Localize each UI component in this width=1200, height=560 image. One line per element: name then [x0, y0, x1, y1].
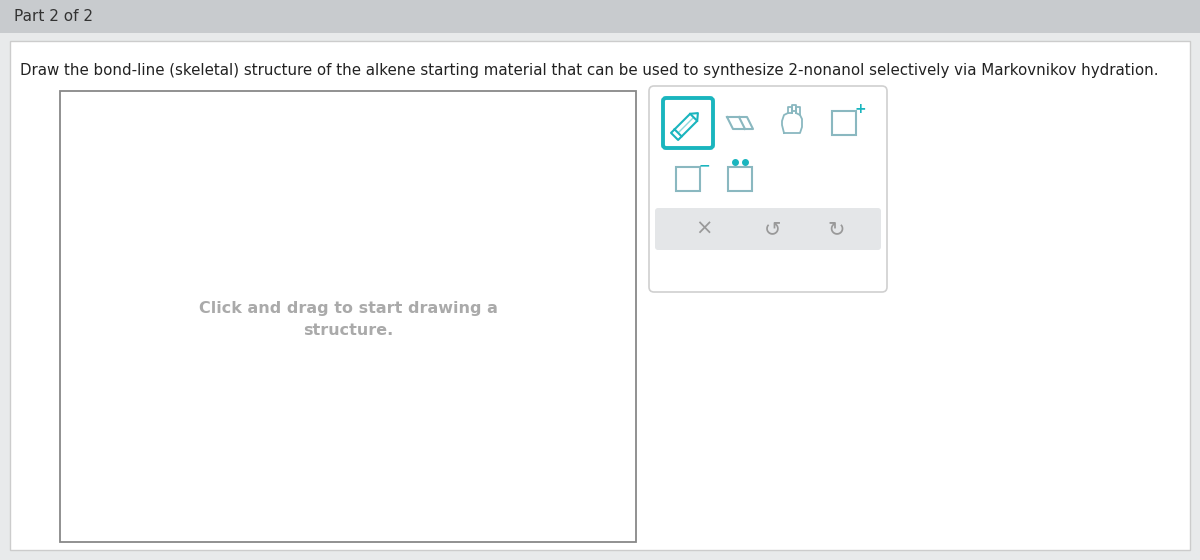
Text: Part 2 of 2: Part 2 of 2: [14, 9, 94, 24]
Bar: [60, 91, 636, 542]
FancyBboxPatch shape: [655, 208, 881, 250]
FancyBboxPatch shape: [662, 98, 713, 148]
Bar: [0, 0, 1200, 33]
Text: ×: ×: [696, 219, 713, 239]
Text: ↻: ↻: [828, 219, 845, 239]
Bar: [676, 167, 700, 191]
Bar: [728, 167, 752, 191]
Text: Click and drag to start drawing a: Click and drag to start drawing a: [198, 301, 498, 316]
Text: +: +: [854, 102, 866, 116]
Text: −: −: [698, 158, 710, 172]
FancyBboxPatch shape: [649, 86, 887, 292]
Text: ↺: ↺: [764, 219, 781, 239]
Text: Draw the bond-line (skeletal) structure of the alkene starting material that can: Draw the bond-line (skeletal) structure …: [20, 63, 1158, 78]
Text: structure.: structure.: [302, 323, 394, 338]
FancyBboxPatch shape: [10, 41, 1190, 550]
Bar: [832, 111, 856, 135]
